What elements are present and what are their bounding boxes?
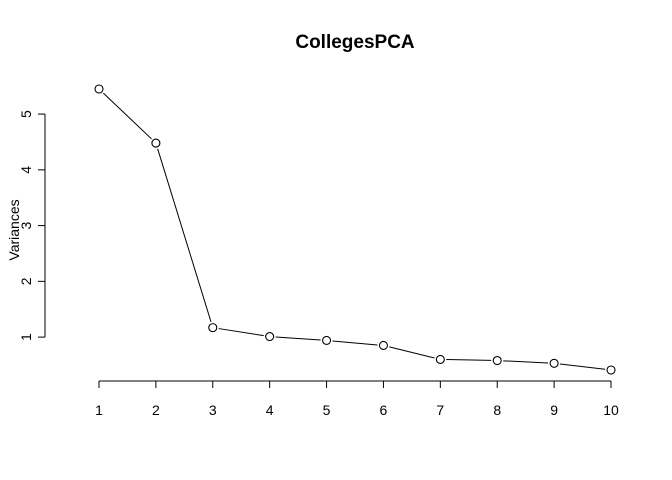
y-axis: 1 2 3 4 5 (18, 110, 46, 341)
data-point (94, 84, 104, 94)
x-tick-label: 5 (323, 402, 331, 418)
y-tick-label: 3 (18, 221, 34, 229)
x-tick-label: 2 (152, 402, 160, 418)
x-tick-label: 4 (266, 402, 274, 418)
x-tick-label: 7 (436, 402, 444, 418)
y-axis-label: Variances (6, 199, 22, 260)
data-point (606, 365, 616, 375)
series-segment (446, 359, 492, 361)
variance-series (94, 84, 616, 375)
data-point (151, 138, 161, 148)
series-segment (503, 360, 549, 364)
series-segment (157, 148, 212, 323)
data-point (435, 354, 445, 364)
x-tick-label: 9 (550, 402, 558, 418)
data-point (492, 355, 502, 366)
series-segment (560, 363, 606, 370)
x-tick-label: 3 (209, 402, 217, 418)
x-tick-label: 10 (603, 402, 619, 418)
series-segment (103, 92, 152, 140)
series-segment (389, 346, 435, 359)
data-point (549, 358, 559, 368)
chart-title: CollegesPCA (295, 32, 415, 53)
y-tick-label: 2 (18, 277, 34, 285)
series-segment (218, 328, 264, 337)
x-tick-label: 8 (493, 402, 501, 418)
x-axis: 1 2 3 4 5 6 7 8 9 10 (95, 380, 619, 418)
series-segment (332, 340, 378, 346)
data-point (378, 340, 388, 351)
x-tick-label: 1 (95, 402, 103, 418)
y-tick-label: 1 (18, 333, 34, 341)
x-tick-label: 6 (380, 402, 388, 418)
series-segment (275, 336, 321, 341)
data-point (265, 331, 275, 342)
y-tick-label: 5 (18, 110, 34, 118)
data-point (322, 335, 332, 346)
y-tick-label: 4 (18, 166, 34, 174)
data-point (208, 323, 218, 333)
